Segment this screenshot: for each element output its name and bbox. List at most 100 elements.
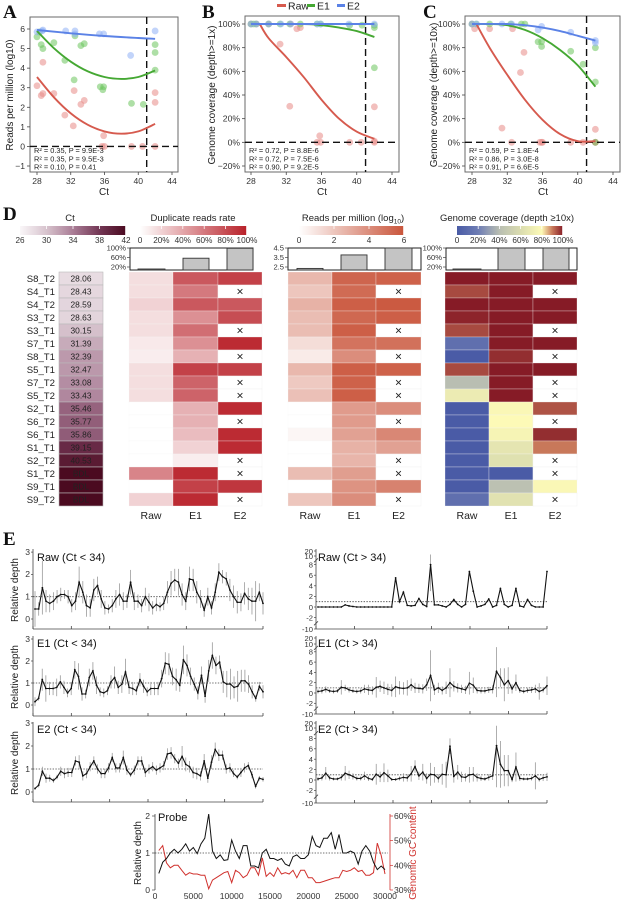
heatmap-cell: [532, 440, 578, 455]
depth-point: [41, 678, 44, 681]
depth-point: [48, 687, 51, 690]
depth-point: [468, 570, 471, 573]
row-label: S7_T2: [27, 378, 55, 389]
depth-point: [456, 771, 459, 774]
depth-point: [421, 771, 424, 774]
depth-subplot-2: 0 1 2 3: [25, 718, 264, 803]
summary-y-tick-label: 2.5: [273, 263, 284, 272]
depth-point: [534, 774, 537, 777]
depth-point: [344, 772, 347, 775]
heatmap-cell: [444, 297, 490, 312]
heatmap-cell: [488, 323, 534, 338]
colorbar-tick-label: 42: [121, 236, 131, 245]
depth-point: [534, 606, 537, 608]
column-label-raw: Raw: [299, 510, 320, 522]
depth-point: [225, 683, 228, 685]
depth-point: [441, 773, 444, 776]
summary-bar-e2: [226, 247, 254, 271]
heatmap-cell: [375, 310, 422, 325]
x-tick-label: 5000: [184, 891, 203, 901]
depth-point: [441, 605, 444, 607]
depth-point: [379, 606, 382, 608]
stats-annotation-e1: R² = 0.86, P = 3.0E-8: [469, 154, 539, 163]
depth-point: [70, 604, 73, 607]
depth-point: [262, 690, 264, 693]
depth-point: [437, 603, 440, 606]
heatmap-cell: [128, 414, 174, 429]
heatmap-cell: [488, 440, 534, 455]
heatmap-cell: [287, 323, 333, 338]
colorbar-tick-label: 80%: [217, 236, 233, 245]
depth-point: [464, 776, 467, 779]
depth-point: [139, 678, 141, 681]
heatmap-cell: [217, 362, 263, 377]
x-tick-label: 15000: [258, 891, 282, 901]
depth-point: [103, 772, 106, 775]
depth-point: [503, 769, 506, 772]
depth-point: [262, 602, 264, 605]
heatmap-cell: [217, 336, 263, 351]
depth-point: [324, 606, 327, 608]
depth-point: [159, 605, 161, 608]
y-axis-label: Genome coverage (depth>=10x): [429, 23, 440, 168]
missing-marker: ×: [236, 493, 243, 507]
depth-point: [251, 690, 254, 693]
depth-point: [491, 688, 494, 691]
summary-y-tick-label: 20%: [427, 263, 442, 272]
depth-point: [96, 768, 99, 770]
heatmap-cell: [331, 466, 377, 481]
depth-point: [340, 686, 343, 689]
depth-point: [37, 697, 40, 700]
heatmap-cell: [444, 323, 490, 338]
depth-point: [52, 779, 55, 782]
depth-point: [507, 679, 510, 682]
depth-point: [103, 606, 106, 609]
x-tick-label: 0: [153, 891, 158, 901]
depth-point: [542, 689, 545, 691]
depth-point: [542, 777, 545, 779]
missing-marker: ×: [236, 467, 243, 481]
heatmap-cell: [172, 427, 219, 442]
data-point-raw: [286, 102, 294, 110]
depth-point: [468, 773, 471, 776]
heatmap-cell: [128, 375, 174, 390]
depth-point: [214, 748, 217, 751]
depth-point: [177, 581, 180, 584]
depth-point: [133, 600, 136, 603]
depth-point: [254, 600, 257, 603]
ct-value: BDL: [73, 482, 90, 492]
missing-marker: ×: [395, 324, 402, 338]
x-tick-label: 28: [246, 176, 256, 186]
y-tick-label: 2: [25, 569, 30, 579]
depth-point: [188, 765, 191, 768]
summary-y-tick-label: 3.5: [273, 253, 284, 262]
depth-point: [406, 777, 409, 779]
depth-point: [530, 604, 533, 607]
depth-point: [188, 577, 191, 580]
depth-point: [538, 690, 541, 693]
depth-point: [363, 774, 366, 777]
depth-point: [344, 603, 347, 606]
depth-point: [199, 775, 202, 777]
heatmap-cell: [444, 479, 490, 494]
depth-point: [186, 664, 188, 667]
depth-point: [414, 604, 416, 607]
row-label: S1_T1: [27, 443, 55, 454]
depth-point: [487, 689, 490, 691]
heatmap-cell: [128, 284, 174, 299]
depth-point: [81, 775, 84, 777]
depth-point: [92, 760, 95, 762]
depth-point: [41, 770, 44, 773]
y-tick-label: 1: [25, 764, 30, 774]
y-tick-label: 10: [305, 724, 313, 733]
depth-point: [359, 606, 362, 608]
heatmap-cell: [128, 297, 174, 312]
row-label: S4_T2: [27, 300, 55, 311]
ct-value: 35.86: [71, 430, 92, 440]
depth-point: [67, 595, 69, 598]
heatmap-cell: [287, 336, 333, 351]
row-label: S6_T2: [27, 417, 55, 428]
column-label-e2: E2: [392, 510, 405, 522]
depth-point: [192, 579, 195, 581]
